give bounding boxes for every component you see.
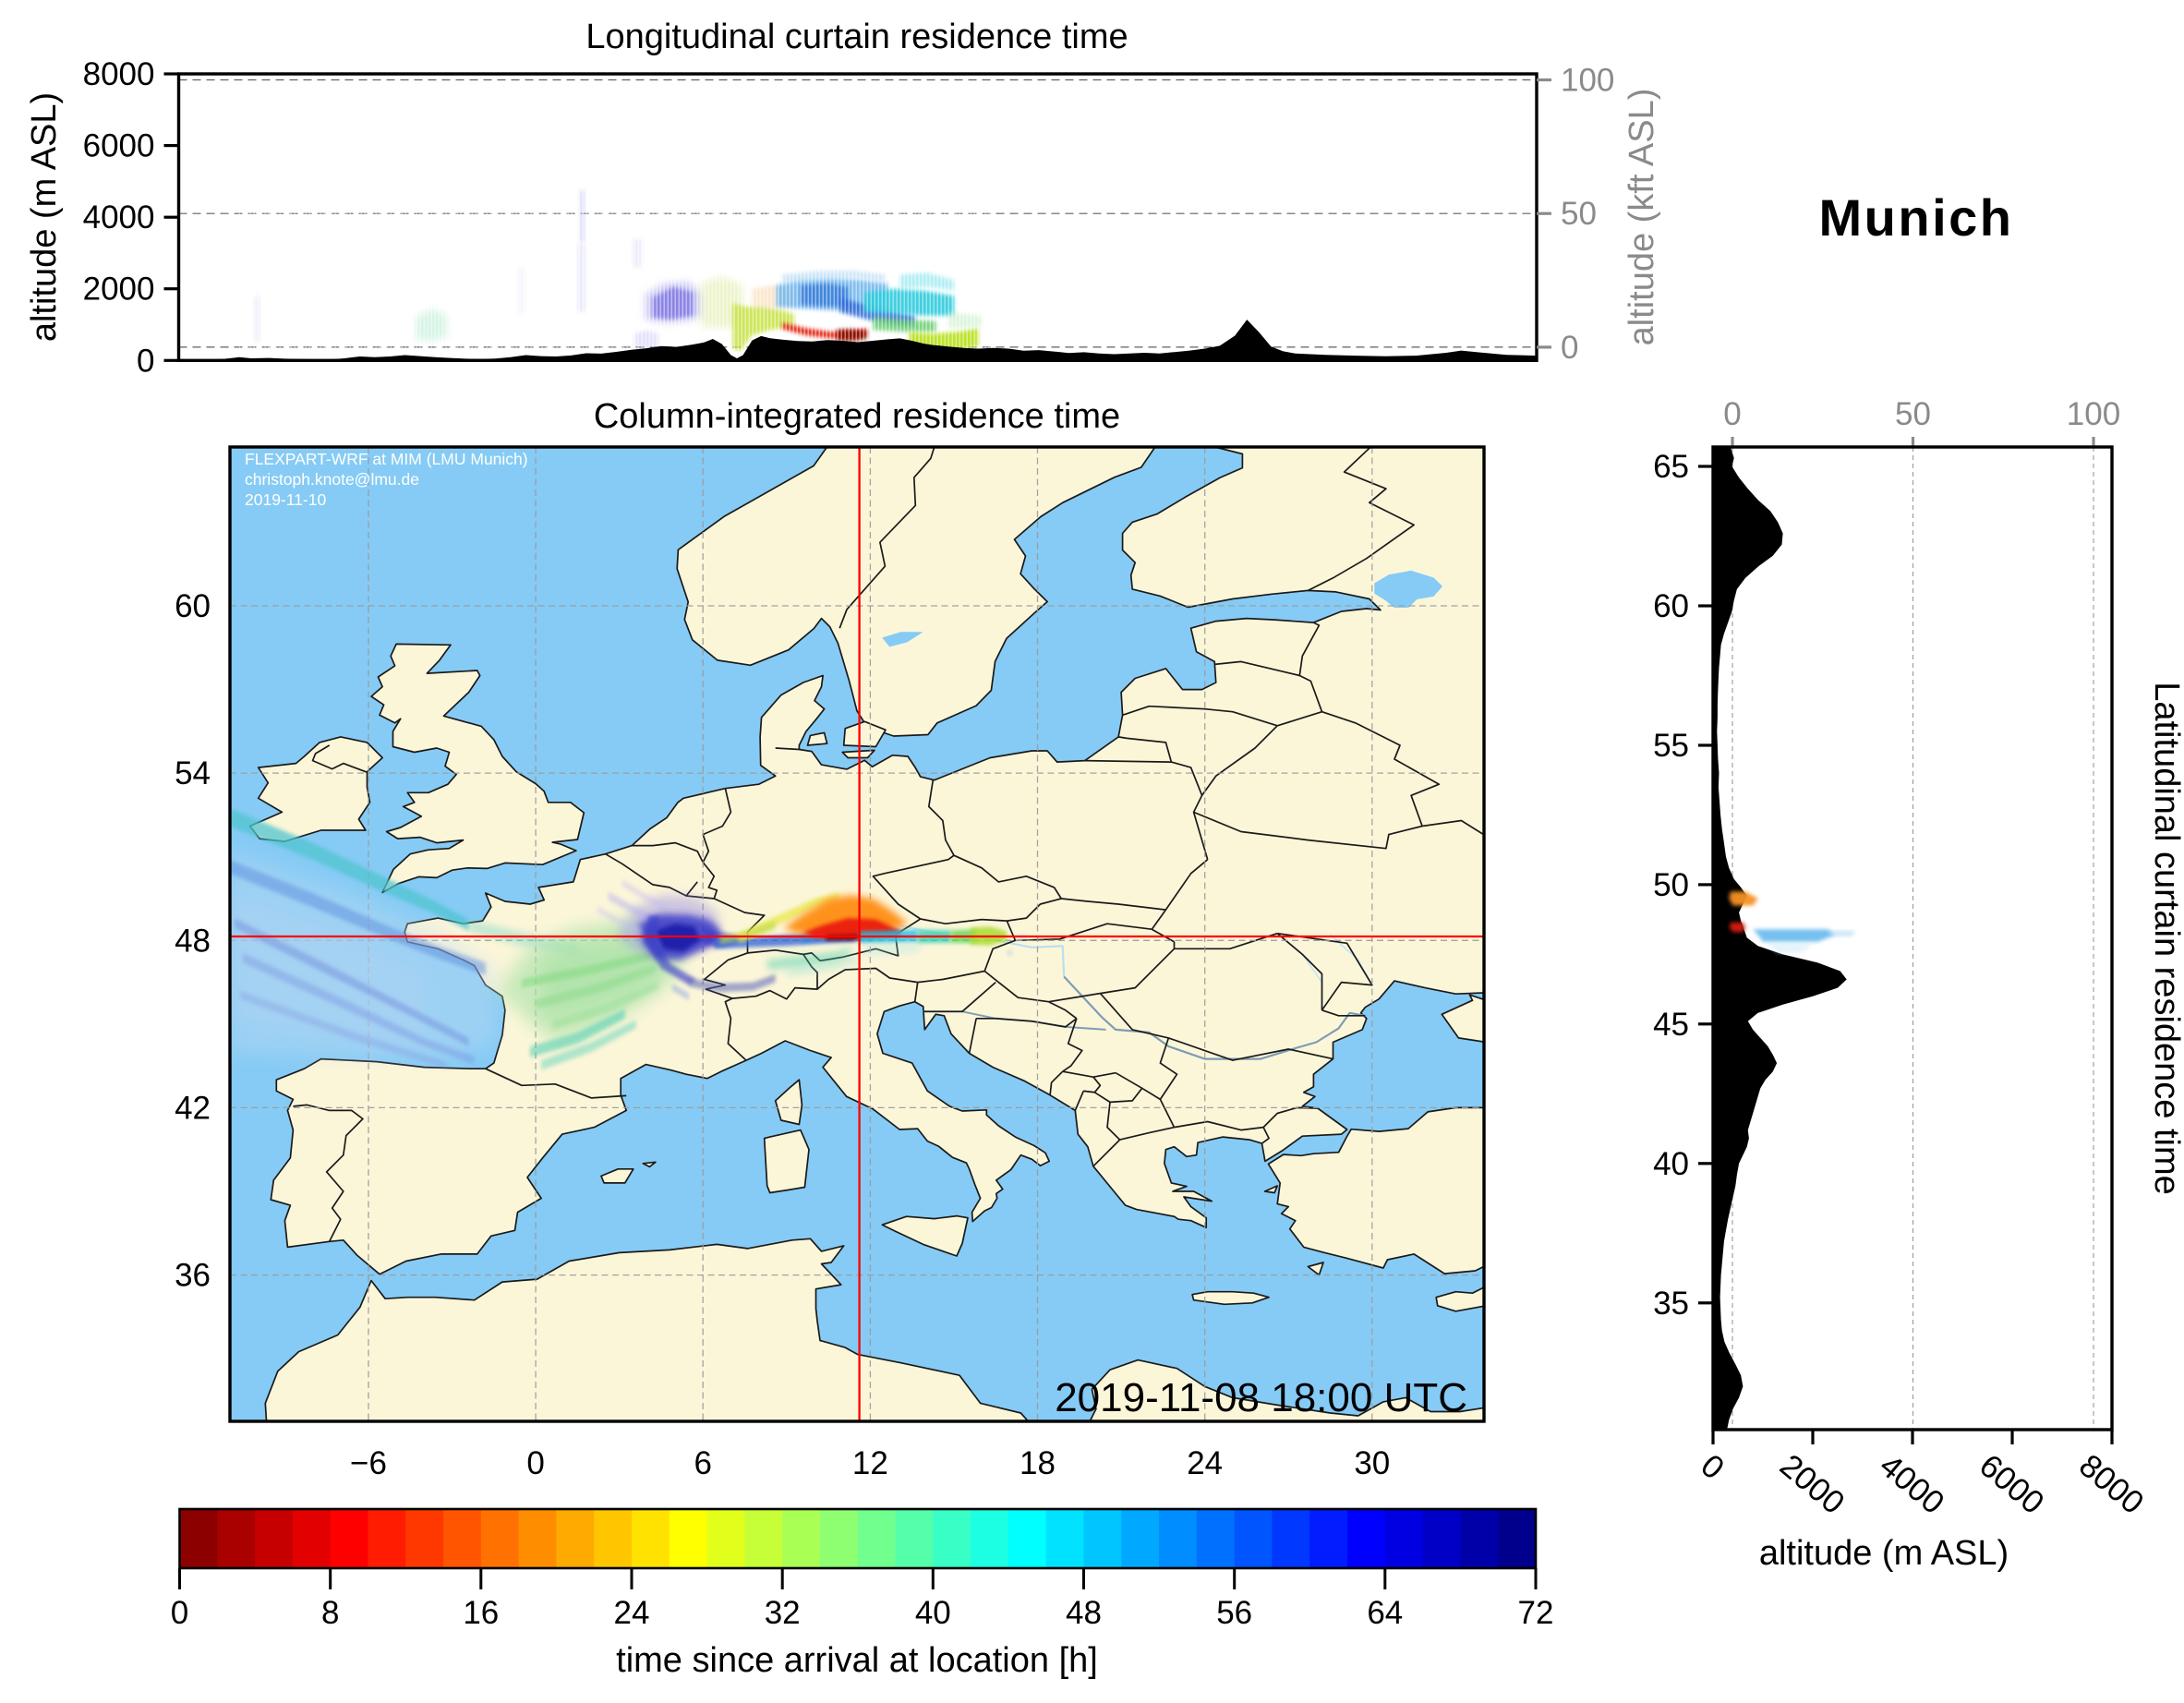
svg-text:24: 24 [614, 1595, 650, 1631]
svg-text:55: 55 [1653, 728, 1689, 764]
svg-text:Longitudinal curtain residence: Longitudinal curtain residence time [585, 18, 1128, 56]
svg-text:2019-11-08 18:00 UTC: 2019-11-08 18:00 UTC [1055, 1375, 1467, 1420]
svg-text:8: 8 [321, 1595, 339, 1631]
svg-text:40: 40 [915, 1595, 951, 1631]
svg-text:54: 54 [175, 755, 211, 791]
svg-text:50: 50 [1895, 396, 1931, 432]
svg-text:48: 48 [175, 923, 211, 959]
svg-text:6000: 6000 [83, 128, 155, 164]
svg-text:50: 50 [1561, 196, 1597, 232]
svg-text:48: 48 [1066, 1595, 1102, 1631]
svg-text:42: 42 [175, 1090, 211, 1126]
svg-text:2000: 2000 [83, 272, 155, 308]
svg-text:0: 0 [1723, 396, 1741, 432]
svg-text:altitude (kft ASL): altitude (kft ASL) [1623, 89, 1661, 346]
svg-text:Column-integrated residence ti: Column-integrated residence time [594, 397, 1120, 436]
svg-text:24: 24 [1187, 1445, 1223, 1481]
svg-text:altitude (m ASL): altitude (m ASL) [25, 92, 64, 342]
svg-text:36: 36 [175, 1258, 211, 1294]
svg-text:18: 18 [1020, 1445, 1056, 1481]
svg-text:4000: 4000 [83, 199, 155, 236]
svg-text:Latitudinal curtain residence: Latitudinal curtain residence time [2147, 682, 2184, 1195]
svg-text:72: 72 [1518, 1595, 1554, 1631]
svg-text:0: 0 [137, 343, 154, 379]
svg-text:32: 32 [765, 1595, 801, 1631]
svg-text:6: 6 [694, 1445, 711, 1481]
svg-text:35: 35 [1653, 1286, 1689, 1322]
svg-text:60: 60 [175, 588, 211, 624]
svg-text:2019-11-10: 2019-11-10 [245, 490, 326, 509]
svg-text:100: 100 [2067, 396, 2120, 432]
svg-text:0: 0 [171, 1595, 188, 1631]
svg-text:FLEXPART-WRF at MIM (LMU Munic: FLEXPART-WRF at MIM (LMU Munich) [245, 450, 528, 468]
svg-text:65: 65 [1653, 449, 1689, 485]
svg-text:60: 60 [1653, 588, 1689, 624]
svg-text:Munich: Munich [1819, 188, 2014, 247]
svg-text:56: 56 [1216, 1595, 1252, 1631]
svg-text:16: 16 [463, 1595, 499, 1631]
svg-text:altitude (m ASL): altitude (m ASL) [1759, 1534, 2009, 1573]
svg-text:40: 40 [1653, 1146, 1689, 1182]
svg-text:64: 64 [1367, 1595, 1403, 1631]
svg-text:0: 0 [526, 1445, 544, 1481]
svg-text:0: 0 [1561, 330, 1578, 366]
svg-text:time since arrival at location: time since arrival at location [h] [616, 1641, 1098, 1680]
svg-text:christoph.knote@lmu.de: christoph.knote@lmu.de [245, 470, 419, 489]
svg-text:−6: −6 [350, 1445, 387, 1481]
svg-text:8000: 8000 [83, 56, 155, 92]
svg-text:100: 100 [1561, 63, 1614, 99]
svg-text:30: 30 [1354, 1445, 1390, 1481]
svg-text:45: 45 [1653, 1007, 1689, 1043]
svg-text:50: 50 [1653, 867, 1689, 903]
svg-text:12: 12 [852, 1445, 888, 1481]
